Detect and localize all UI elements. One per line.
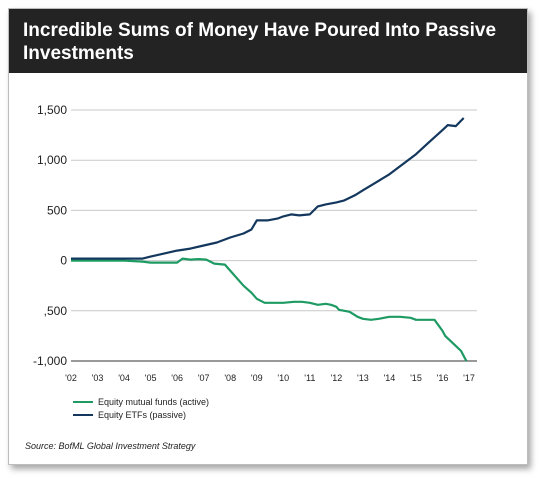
x-tick-label: '06 xyxy=(171,373,183,383)
y-tick-label: 0 xyxy=(60,254,67,268)
x-tick-label: '07 xyxy=(198,373,210,383)
x-tick-label: '03 xyxy=(92,373,104,383)
x-tick-label: '13 xyxy=(357,373,369,383)
x-tick-label: '04 xyxy=(118,373,130,383)
x-tick-label: '15 xyxy=(410,373,422,383)
legend-label: Equity mutual funds (active) xyxy=(98,397,209,407)
x-tick-label: '05 xyxy=(145,373,157,383)
x-tick-label: '11 xyxy=(304,373,315,383)
x-tick-label: '08 xyxy=(224,373,236,383)
series-line-passive xyxy=(71,117,465,260)
x-tick-label: '17 xyxy=(463,373,475,383)
series-line-active xyxy=(71,257,468,362)
x-tick-label: '02 xyxy=(65,373,77,383)
legend-label: Equity ETFs (passive) xyxy=(98,410,186,420)
x-tick-label: '14 xyxy=(384,373,396,383)
x-tick-label: '09 xyxy=(251,373,263,383)
x-tick-label: '10 xyxy=(277,373,289,383)
y-tick-label: 500 xyxy=(47,203,67,217)
y-tick-label: 1,500 xyxy=(37,103,67,117)
y-tick-label: 1,000 xyxy=(37,153,67,167)
chart-card: Incredible Sums of Money Have Poured Int… xyxy=(8,8,528,465)
x-tick-label: '16 xyxy=(437,373,449,383)
x-tick-label: '12 xyxy=(330,373,342,383)
y-tick-label: -1,000 xyxy=(33,354,67,368)
chart-title: Incredible Sums of Money Have Poured Int… xyxy=(23,20,497,64)
title-banner: Incredible Sums of Money Have Poured Int… xyxy=(9,9,527,73)
line-chart: 1,500 1,000 500 0 ,500 -1,000 '02 '03 '04 '05 '06 '… xyxy=(33,103,477,420)
y-tick-label: ,500 xyxy=(44,304,68,318)
source-note: Source: BofML Global Investment Strategy xyxy=(25,441,196,451)
